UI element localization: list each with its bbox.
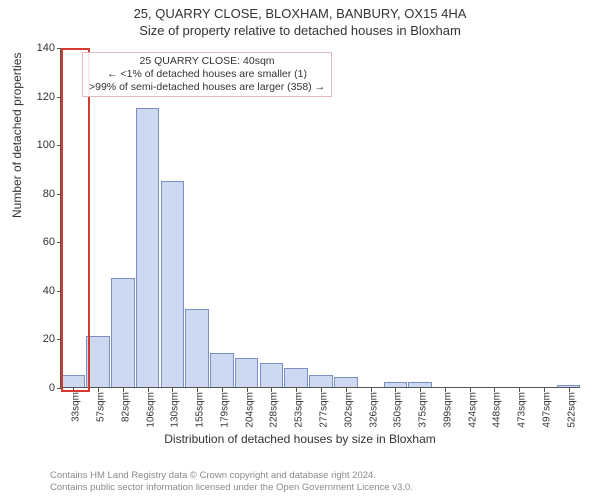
xtick-label: 497sqm xyxy=(541,392,552,428)
ytick-label: 80 xyxy=(25,188,55,200)
xtick-label: 204sqm xyxy=(244,392,255,428)
xtick-label: 228sqm xyxy=(269,392,280,428)
x-axis-label: Distribution of detached houses by size … xyxy=(0,432,600,446)
xtick-label: 155sqm xyxy=(195,392,206,428)
bar xyxy=(284,368,308,387)
bar xyxy=(334,377,358,387)
footer-attribution: Contains HM Land Registry data © Crown c… xyxy=(50,470,413,494)
footer-line1: Contains HM Land Registry data © Crown c… xyxy=(50,470,413,482)
ytick-label: 20 xyxy=(25,333,55,345)
bar xyxy=(210,353,234,387)
ytick-mark xyxy=(57,48,61,49)
xtick-label: 57sqm xyxy=(96,392,107,422)
ytick-label: 0 xyxy=(25,382,55,394)
ytick-mark xyxy=(57,388,61,389)
bar xyxy=(62,375,86,387)
ytick-label: 60 xyxy=(25,236,55,248)
page-title-line1: 25, QUARRY CLOSE, BLOXHAM, BANBURY, OX15… xyxy=(0,0,600,21)
xtick-label: 326sqm xyxy=(368,392,379,428)
xtick-label: 179sqm xyxy=(219,392,230,428)
xtick-label: 399sqm xyxy=(442,392,453,428)
bar xyxy=(260,363,284,387)
xtick-label: 253sqm xyxy=(294,392,305,428)
xtick-label: 82sqm xyxy=(120,392,131,422)
annotation-line: >99% of semi-detached houses are larger … xyxy=(89,81,325,94)
xtick-label: 375sqm xyxy=(418,392,429,428)
xtick-label: 106sqm xyxy=(145,392,156,428)
bar xyxy=(185,309,209,387)
ytick-label: 100 xyxy=(25,139,55,151)
bar xyxy=(161,181,185,387)
xtick-label: 473sqm xyxy=(517,392,528,428)
ytick-mark xyxy=(57,145,61,146)
ytick-label: 140 xyxy=(25,42,55,54)
plot-region: 02040608010012014033sqm57sqm82sqm106sqm1… xyxy=(60,48,580,388)
xtick-label: 350sqm xyxy=(393,392,404,428)
bar xyxy=(557,385,581,387)
xtick-label: 302sqm xyxy=(343,392,354,428)
chart-area: 02040608010012014033sqm57sqm82sqm106sqm1… xyxy=(60,48,580,388)
xtick-label: 448sqm xyxy=(492,392,503,428)
ytick-mark xyxy=(57,97,61,98)
footer-line2: Contains public sector information licen… xyxy=(50,482,413,494)
bar xyxy=(384,382,408,387)
y-axis-label: Number of detached properties xyxy=(10,53,24,218)
ytick-label: 120 xyxy=(25,91,55,103)
ytick-mark xyxy=(57,242,61,243)
bar xyxy=(408,382,432,387)
xtick-label: 277sqm xyxy=(319,392,330,428)
ytick-label: 40 xyxy=(25,285,55,297)
bar xyxy=(86,336,110,387)
ytick-mark xyxy=(57,194,61,195)
xtick-label: 130sqm xyxy=(170,392,181,428)
annotation-line: ← <1% of detached houses are smaller (1) xyxy=(89,68,325,81)
ytick-mark xyxy=(57,291,61,292)
bar xyxy=(309,375,333,387)
annotation-line: 25 QUARRY CLOSE: 40sqm xyxy=(89,55,325,68)
xtick-label: 424sqm xyxy=(467,392,478,428)
xtick-label: 522sqm xyxy=(566,392,577,428)
bar xyxy=(111,278,135,387)
page-title-line2: Size of property relative to detached ho… xyxy=(0,21,600,38)
xtick-label: 33sqm xyxy=(71,392,82,422)
bar xyxy=(235,358,259,387)
ytick-mark xyxy=(57,339,61,340)
bar xyxy=(136,108,160,387)
annotation-box: 25 QUARRY CLOSE: 40sqm← <1% of detached … xyxy=(82,52,332,97)
